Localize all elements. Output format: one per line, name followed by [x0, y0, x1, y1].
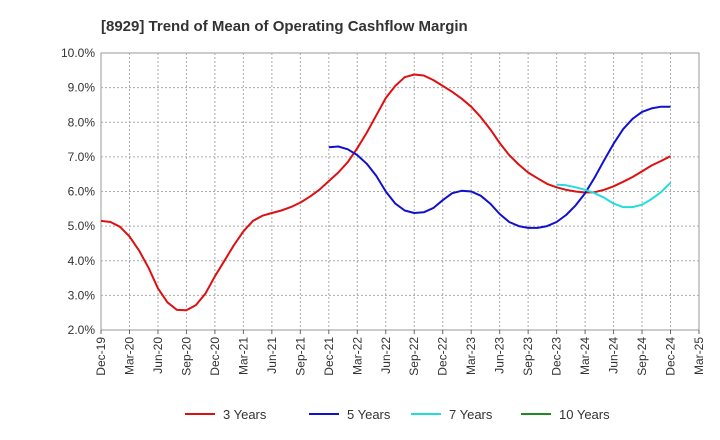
- y-tick-label: 5.0%: [68, 219, 96, 233]
- y-tick-label: 8.0%: [68, 115, 96, 129]
- x-tick-label: Mar-21: [236, 337, 250, 375]
- y-tick-label: 7.0%: [68, 150, 96, 164]
- x-tick-label: Dec-22: [436, 337, 450, 376]
- chart-title: [8929] Trend of Mean of Operating Cashfl…: [101, 18, 468, 35]
- x-tick-label: Jun-24: [607, 337, 621, 374]
- y-tick-label: 3.0%: [68, 288, 96, 302]
- legend: 3 Years 5 Years 7 Years 10 Years: [185, 407, 610, 422]
- x-tick-label: Jun-20: [151, 337, 165, 374]
- x-tick-label: Dec-19: [94, 337, 108, 376]
- x-tick-label: Sep-21: [293, 337, 307, 376]
- legend-label-10-years: 10 Years: [559, 407, 610, 422]
- x-tick-label: Dec-21: [322, 337, 336, 376]
- series-line-3-years: [100, 73, 671, 312]
- legend-label-5-years: 5 Years: [347, 407, 391, 422]
- series-layer: [100, 73, 672, 312]
- y-tick-label: 9.0%: [68, 81, 96, 95]
- x-tick-label: Jun-21: [265, 337, 279, 374]
- x-tick-label: Mar-23: [464, 337, 478, 375]
- x-tick-label: Mar-22: [350, 337, 364, 375]
- legend-label-7-years: 7 Years: [449, 407, 493, 422]
- x-axis-ticks: Dec-19 Mar-20 Jun-20 Sep-20 Dec-20 Mar-21 Jun-…: [94, 330, 706, 376]
- series-line-7-years: [556, 182, 672, 209]
- y-tick-label: 4.0%: [68, 254, 96, 268]
- x-tick-label: Sep-20: [179, 337, 193, 376]
- x-tick-label: Jun-23: [493, 337, 507, 374]
- x-tick-label: Mar-20: [122, 337, 136, 375]
- y-tick-label: 6.0%: [68, 185, 96, 199]
- y-axis-ticks: 2.0% 3.0% 4.0% 5.0% 6.0% 7.0% 8.0% 9.0% 10.0%: [61, 46, 95, 337]
- x-tick-label: Dec-20: [208, 337, 222, 376]
- x-tick-label: Mar-25: [692, 337, 706, 375]
- x-tick-label: Mar-24: [578, 337, 592, 375]
- series-line-5-years: [328, 105, 671, 229]
- x-tick-label: Sep-24: [635, 337, 649, 376]
- y-tick-label: 10.0%: [61, 46, 95, 60]
- legend-label-3-years: 3 Years: [223, 407, 267, 422]
- x-tick-label: Sep-22: [407, 337, 421, 376]
- y-tick-label: 2.0%: [68, 323, 96, 337]
- x-tick-label: Jun-22: [379, 337, 393, 374]
- x-tick-label: Dec-23: [550, 337, 564, 376]
- x-tick-label: Sep-23: [521, 337, 535, 376]
- x-tick-label: Dec-24: [664, 337, 678, 376]
